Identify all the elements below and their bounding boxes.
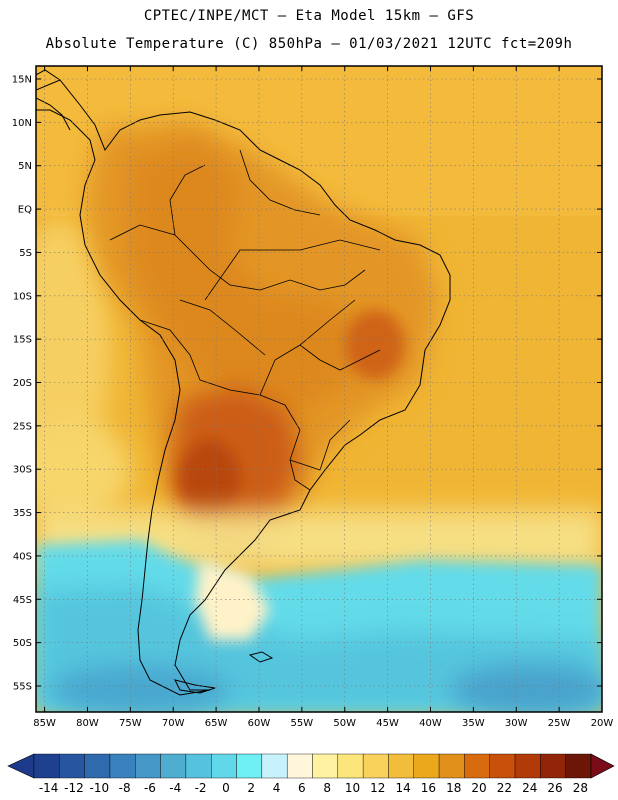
country-borders (109, 149, 381, 491)
colorbar-label: -14 (39, 781, 59, 795)
colorbar-swatch (160, 753, 187, 779)
temperature-field (36, 66, 602, 712)
colorbar-label: 18 (446, 781, 461, 795)
falkland-islands (248, 651, 274, 663)
lon-label: 85W (33, 718, 56, 729)
lon-label: 60W (248, 718, 271, 729)
lat-label: 25S (13, 421, 32, 432)
field-hot-center (180, 440, 240, 520)
lon-label: 80W (76, 718, 99, 729)
lat-label: 40S (13, 551, 32, 562)
lon-label: 30W (505, 718, 528, 729)
lon-label: 35W (462, 718, 485, 729)
lat-label: 10S (13, 291, 32, 302)
colorbar-over-arrow (590, 753, 615, 779)
colorbar-label: 6 (298, 781, 306, 795)
lon-label: 45W (376, 718, 399, 729)
field-hot-brazil (345, 310, 405, 380)
colorbar-swatch (261, 753, 288, 779)
south-america-coastline (36, 79, 451, 696)
tierra-del-fuego (174, 679, 216, 694)
colorbar-under-arrow (7, 753, 35, 779)
colorbar-swatch (337, 753, 364, 779)
lon-label: 75W (119, 718, 142, 729)
colorbar-label: -4 (169, 781, 181, 795)
colorbar-swatch (388, 753, 414, 779)
colorbar-label: 14 (395, 781, 410, 795)
colorbar-label: 24 (522, 781, 537, 795)
colorbar (7, 753, 615, 779)
colorbar-label: 16 (421, 781, 436, 795)
field-patagonia-plume (195, 560, 270, 640)
colorbar-label: 10 (345, 781, 360, 795)
lat-label: 15N (12, 75, 32, 86)
colorbar-swatch (135, 753, 161, 779)
colorbar-swatch (312, 753, 339, 779)
map-title-line1: CPTEC/INPE/MCT — Eta Model 15km — GFS (143, 8, 475, 24)
axis-ticks (36, 66, 603, 712)
lat-label: 5N (18, 161, 32, 172)
colorbar-swatch (565, 753, 592, 779)
colorbar-label: -8 (119, 781, 131, 795)
field-pacific-cooler-south (36, 420, 130, 520)
colorbar-label: 2 (247, 781, 255, 795)
colorbar-swatch (59, 753, 85, 779)
colorbar-label: 8 (323, 781, 331, 795)
map-frame (35, 65, 603, 713)
colorbar-labels: -14 -12 -10 -8 -6 -4 -2 0 2 4 6 8 10 12 14 16 18 20 22 24 26… (39, 781, 588, 795)
field-coldest-southeast (450, 665, 602, 712)
colorbar-swatch (413, 753, 440, 779)
colorbar-label: 12 (370, 781, 385, 795)
lon-label: 65W (205, 718, 228, 729)
map-title-line2: Absolute Temperature (C) 850hPa — 01/03/… (45, 36, 573, 52)
colorbar-swatch (514, 753, 541, 779)
lat-label: 35S (13, 508, 32, 519)
lat-label: 10N (12, 118, 32, 129)
colorbar-label: 0 (222, 781, 230, 795)
colorbar-swatch (33, 753, 60, 779)
colorbar-swatch (236, 753, 263, 779)
lat-label: EQ (18, 205, 32, 216)
colorbar-swatch (84, 753, 111, 779)
lon-label: 50W (333, 718, 356, 729)
lat-label: 5S (19, 248, 32, 259)
lat-label: 50S (13, 638, 32, 649)
colorbar-label: 20 (471, 781, 486, 795)
colorbar-swatch (109, 753, 136, 779)
colorbar-label: -10 (89, 781, 109, 795)
colorbar-swatch (286, 753, 313, 779)
colorbar-label: 22 (497, 781, 512, 795)
colorbar-label: 28 (573, 781, 588, 795)
lon-label: 55W (291, 718, 314, 729)
colorbar-swatch (438, 753, 465, 779)
coastline-outlines (36, 69, 451, 696)
colorbar-swatch (464, 753, 490, 779)
latitude-labels: 15N 10N 5N EQ 5S 10S 15S 20S 25S 30S 35S 40S 45S 50S 5… (12, 75, 32, 693)
lon-label: 40W (419, 718, 442, 729)
colorbar-swatch (362, 753, 389, 779)
colorbar-swatch (540, 753, 566, 779)
colorbar-swatch (185, 753, 212, 779)
colorbar-label: -12 (64, 781, 84, 795)
colorbar-swatch (489, 753, 516, 779)
colorbar-label: 26 (547, 781, 562, 795)
lat-label: 30S (13, 465, 32, 476)
colorbar-label: -6 (144, 781, 156, 795)
lon-label: 70W (162, 718, 185, 729)
lat-label: 45S (13, 595, 32, 606)
lon-label: 20W (591, 718, 614, 729)
colorbar-label: 4 (273, 781, 281, 795)
lat-label: 15S (13, 335, 32, 346)
field-pacific-cooler (36, 220, 110, 480)
field-coldest-southwest (50, 665, 230, 712)
lon-label: 25W (548, 718, 571, 729)
colorbar-swatch (211, 753, 237, 779)
longitude-labels: 85W 80W 75W 70W 65W 60W 55W 50W 45W 40W 35W 30W 25W 2… (33, 718, 613, 729)
colorbar-label: -2 (195, 781, 207, 795)
lat-label: 20S (13, 378, 32, 389)
lat-label: 55S (13, 681, 32, 692)
